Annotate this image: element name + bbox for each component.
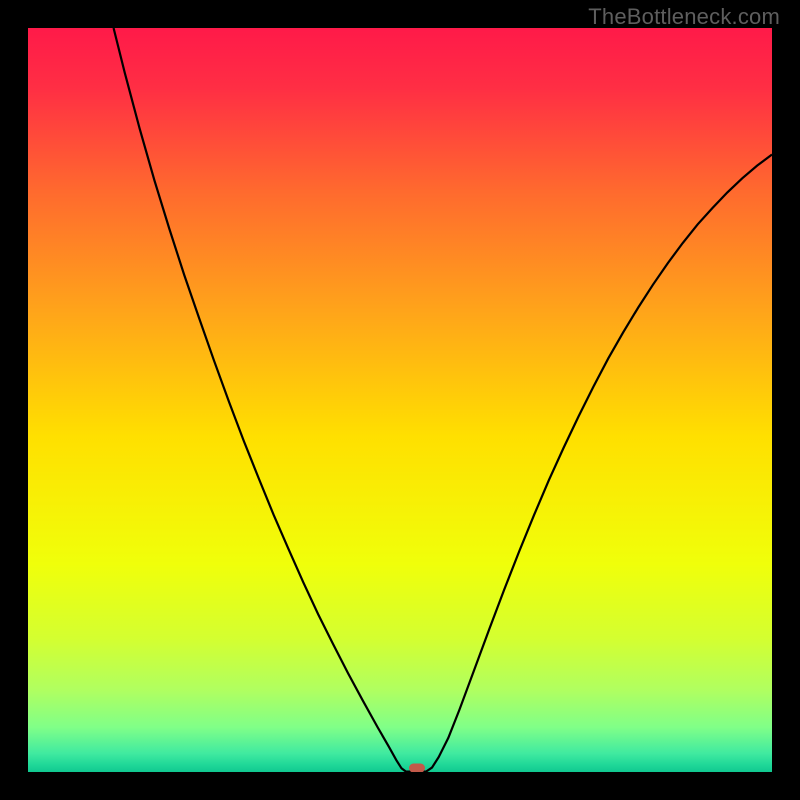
watermark-text: TheBottleneck.com — [588, 4, 780, 30]
plot-area — [28, 28, 772, 772]
background-gradient — [28, 28, 772, 772]
optimal-point-marker — [409, 763, 425, 772]
